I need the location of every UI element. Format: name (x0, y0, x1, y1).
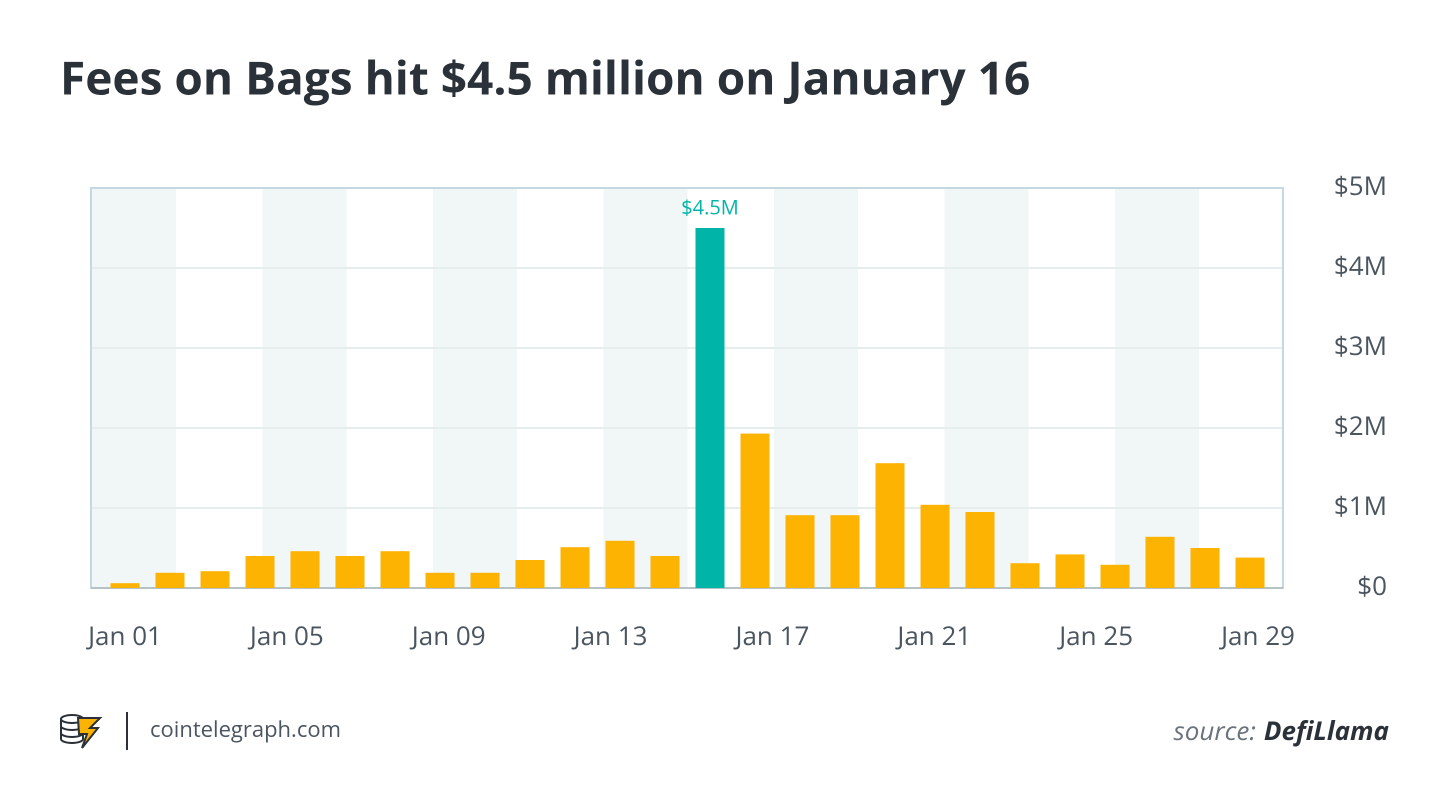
bar (920, 504, 950, 588)
bar (425, 572, 455, 588)
bar (695, 228, 725, 588)
bar (515, 560, 545, 588)
bar (965, 512, 995, 588)
source-prefix: source: (1174, 712, 1256, 748)
y-tick-label: $5M (1334, 167, 1387, 203)
x-tick-label: Jan 01 (85, 617, 162, 653)
value-label: $4.5M (681, 193, 739, 220)
bar (560, 547, 590, 588)
bar (290, 551, 320, 588)
bar (1010, 563, 1040, 588)
bar (830, 515, 860, 588)
x-tick-label: Jan 09 (409, 617, 486, 653)
x-tick-label: Jan 25 (1056, 617, 1133, 653)
bar (1235, 557, 1265, 588)
bar (1055, 554, 1085, 588)
y-tick-label: $2M (1334, 407, 1387, 443)
bar (875, 463, 905, 588)
footer-site: cointelegraph.com (150, 714, 341, 744)
background-band (92, 188, 176, 588)
bar (740, 433, 770, 588)
bar (1190, 548, 1220, 588)
y-tick-label: $1M (1334, 487, 1387, 523)
background-band (433, 188, 517, 588)
x-tick-label: Jan 17 (732, 617, 809, 653)
background-band (1115, 188, 1199, 588)
logo (60, 714, 103, 749)
bar (1145, 536, 1175, 588)
x-tick-label: Jan 29 (1218, 617, 1295, 653)
x-tick-label: Jan 05 (247, 617, 324, 653)
footer-source: source: DefiLlama (1174, 712, 1389, 748)
x-tick-label: Jan 21 (894, 617, 971, 653)
chart-title: Fees on Bags hit $4.5 million on January… (60, 46, 1030, 108)
bar (470, 572, 500, 588)
source-name: DefiLlama (1264, 712, 1389, 748)
y-tick-label: $0 (1357, 567, 1387, 603)
x-tick-label: Jan 13 (571, 617, 648, 653)
y-tick-label: $4M (1334, 247, 1387, 283)
background-band (262, 188, 347, 588)
bar (335, 556, 365, 588)
bar (380, 551, 410, 588)
bar (245, 556, 275, 588)
y-tick-label: $3M (1334, 327, 1387, 363)
bar (1100, 564, 1130, 588)
background-band (603, 188, 688, 588)
bar (650, 556, 680, 588)
bar (110, 583, 140, 588)
bar (605, 540, 635, 588)
bar (200, 571, 230, 588)
bar (785, 515, 815, 588)
bar (155, 572, 185, 588)
